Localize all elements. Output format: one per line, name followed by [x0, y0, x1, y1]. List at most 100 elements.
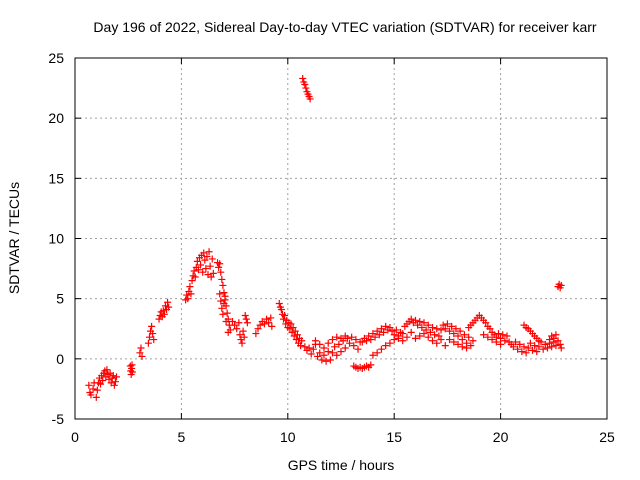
- data-point: [458, 343, 466, 351]
- data-point: [328, 336, 336, 344]
- data-point: [388, 327, 396, 335]
- data-point: [543, 344, 551, 352]
- data-point: [514, 345, 522, 353]
- data-point: [289, 324, 297, 332]
- data-point: [411, 316, 419, 324]
- data-point: [205, 248, 213, 256]
- data-point: [454, 332, 462, 340]
- data-point: [309, 345, 317, 353]
- data-point: [522, 349, 530, 357]
- data-point: [333, 333, 341, 341]
- data-point: [109, 372, 117, 380]
- data-point: [424, 321, 432, 329]
- data-point: [165, 303, 173, 311]
- data-point: [222, 318, 230, 326]
- data-point: [200, 249, 208, 257]
- data-point: [307, 350, 315, 358]
- x-tick-label: 0: [71, 429, 79, 445]
- data-point: [341, 332, 349, 340]
- data-point: [164, 298, 172, 306]
- data-point: [499, 331, 507, 339]
- data-point: [220, 299, 228, 307]
- data-point: [452, 325, 460, 333]
- data-point: [441, 325, 449, 333]
- data-point: [484, 333, 492, 341]
- data-point: [403, 333, 411, 341]
- data-point: [439, 321, 447, 329]
- data-point: [218, 275, 226, 283]
- data-point: [441, 342, 449, 350]
- y-tick-label: 15: [48, 170, 64, 186]
- data-point: [350, 342, 358, 350]
- data-point: [535, 343, 543, 351]
- x-tick-label: 5: [178, 429, 186, 445]
- data-point: [420, 319, 428, 327]
- data-point: [369, 351, 377, 359]
- y-tick-label: 5: [56, 291, 64, 307]
- y-tick-label: -5: [52, 411, 65, 427]
- data-point: [394, 332, 402, 340]
- data-point: [358, 338, 366, 346]
- data-point: [105, 375, 113, 383]
- data-point: [265, 319, 273, 327]
- data-point: [216, 290, 224, 298]
- data-point: [373, 327, 381, 335]
- data-point: [399, 337, 407, 345]
- data-point: [275, 299, 283, 307]
- data-point: [322, 357, 330, 365]
- data-point: [316, 349, 324, 357]
- data-point: [324, 348, 332, 356]
- data-point: [363, 337, 371, 345]
- data-point: [352, 336, 360, 344]
- data-point: [407, 315, 415, 323]
- data-point: [305, 344, 313, 352]
- data-point: [337, 334, 345, 342]
- data-point: [318, 356, 326, 364]
- data-point: [311, 337, 319, 345]
- data-point: [375, 331, 383, 339]
- y-tick-label: 0: [56, 351, 64, 367]
- data-point: [448, 322, 456, 330]
- data-point: [209, 269, 217, 277]
- data-point: [450, 330, 458, 338]
- data-point: [516, 340, 524, 348]
- data-point: [206, 262, 214, 270]
- data-point: [201, 256, 209, 264]
- data-point: [220, 289, 228, 297]
- data-point: [414, 321, 422, 329]
- data-point: [424, 333, 432, 341]
- data-point: [365, 332, 373, 340]
- data-point: [435, 332, 443, 340]
- chart-title: Day 196 of 2022, Sidereal Day-to-day VTE…: [93, 19, 596, 35]
- data-point: [149, 330, 157, 338]
- data-point: [556, 340, 564, 348]
- data-point: [160, 310, 168, 318]
- data-point: [202, 265, 210, 273]
- data-point: [223, 309, 231, 317]
- data-point: [306, 95, 314, 103]
- data-point: [446, 327, 454, 335]
- x-tick-label: 25: [599, 429, 615, 445]
- data-point: [426, 328, 434, 336]
- y-tick-label: 20: [48, 110, 64, 126]
- data-point: [316, 340, 324, 348]
- data-point: [557, 344, 565, 352]
- data-point: [297, 342, 305, 350]
- data-point: [110, 381, 118, 389]
- data-point: [422, 326, 430, 334]
- data-point: [533, 348, 541, 356]
- x-tick-label: 10: [280, 429, 296, 445]
- data-point: [373, 349, 381, 357]
- x-tick-label: 15: [386, 429, 402, 445]
- data-point: [369, 330, 377, 338]
- data-point: [292, 336, 300, 344]
- data-point: [324, 339, 332, 347]
- data-point: [242, 315, 250, 323]
- data-point: [416, 332, 424, 340]
- data-point: [93, 386, 101, 394]
- data-point: [443, 320, 451, 328]
- x-tick-labels: 0 5 10 15 20 25: [71, 429, 615, 445]
- data-point: [377, 325, 385, 333]
- data-point: [348, 333, 356, 341]
